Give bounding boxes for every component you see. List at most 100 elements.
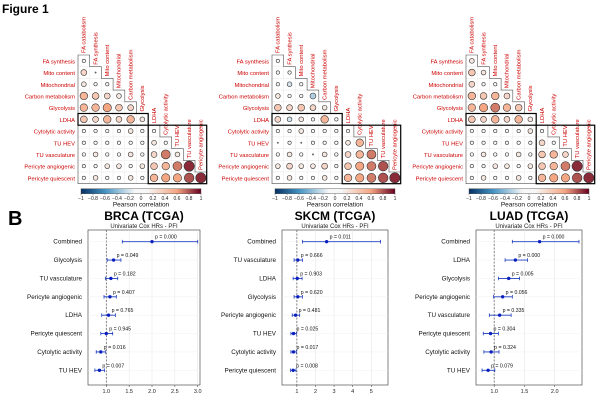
row-label: TU vasculature (424, 153, 463, 159)
correlation-circle (310, 140, 315, 145)
correlation-circle (127, 104, 134, 111)
correlation-circle (105, 140, 110, 145)
correlation-circle (322, 140, 327, 145)
colorbar-tick-label: −0.4 (500, 196, 510, 202)
correlation-circle (516, 140, 521, 145)
forest-row-label: Cytolytic activity (37, 349, 83, 356)
correlation-circle (287, 93, 292, 98)
column-label: Cytolytic activity (552, 94, 558, 135)
correlation-heatmaps: FA synthesis Mito content Mitochondrial Car… (24, 17, 596, 209)
forest-axes (281, 229, 389, 386)
row-label: FA synthesis (430, 59, 463, 65)
correlation-circle (81, 152, 86, 157)
colorbar-tick-label: 0.2 (344, 196, 351, 202)
heatmap-2: FA synthesis Mito content Mitochondrial Car… (218, 17, 402, 209)
row-label: Mito content (237, 71, 269, 77)
forest-axes (475, 229, 583, 386)
correlation-circle (469, 175, 474, 180)
correlation-circle (140, 175, 145, 180)
correlation-circle (140, 140, 145, 145)
forest-subtitle: Univariate Cox HRs - PFI (495, 224, 563, 230)
hazard-ratio-point (291, 368, 295, 372)
correlation-circle (150, 151, 158, 158)
correlation-circle (79, 91, 88, 101)
correlation-circle (527, 116, 534, 123)
correlation-circle (184, 172, 195, 183)
p-value-label: p = 0.182 (114, 271, 136, 277)
row-label: Mitochondrial (235, 83, 269, 89)
column-label: Mito content (105, 44, 111, 76)
correlation-circle (163, 140, 168, 145)
correlation-circle (298, 116, 304, 123)
column-label: Pericyte angiogenic (199, 119, 205, 170)
correlation-circle (320, 115, 329, 124)
correlation-circle (116, 163, 122, 169)
hazard-ratio-point (104, 331, 108, 336)
correlation-circle (79, 103, 88, 112)
correlation-circle (537, 173, 547, 182)
correlation-circle (127, 151, 134, 158)
hazard-ratio-point (486, 368, 490, 372)
correlation-circle (321, 104, 328, 111)
correlation-circle (172, 173, 182, 183)
p-value-label: p = 0.407 (113, 290, 135, 296)
correlation-circle (172, 161, 183, 171)
hazard-ratio-point (293, 313, 298, 317)
forest-row-label: Pericyte quiescent (225, 367, 277, 374)
correlation-circle (80, 69, 88, 76)
x-tick-label: 5 (370, 389, 373, 395)
correlation-circle (538, 150, 546, 159)
forest-subtitle: Univariate Cox HRs - PFI (301, 224, 369, 230)
correlation-circle (468, 115, 476, 124)
correlation-circle (516, 129, 521, 134)
forest-row-label: Pericyte angiogenic (221, 312, 276, 319)
p-value-label: p = 0.016 (104, 345, 126, 351)
row-label: Pericyte angiogenic (218, 165, 269, 171)
p-value-label: p = 0.304 (494, 327, 516, 333)
forest-row-label: Pericyte angiogenic (415, 294, 470, 301)
column-label: FA catabolism (470, 17, 476, 53)
column-label: TU vasculature (187, 119, 193, 158)
p-value-label: p = 0.000 (155, 235, 177, 241)
colorbar-tick-label: 0.2 (150, 196, 157, 202)
forest-row-label: LDHA (453, 257, 471, 264)
column-label: FA synthesis (93, 32, 99, 65)
x-tick-label: 1.5 (521, 389, 529, 395)
correlation-circle (286, 116, 293, 123)
x-tick-label: 1.5 (125, 389, 133, 395)
column-label: TU vasculature (381, 119, 387, 158)
correlation-circle (312, 153, 314, 156)
correlation-circle (105, 82, 110, 87)
forest-row-label: TU vasculature (234, 257, 277, 264)
correlation-circle (321, 151, 328, 158)
correlation-circle (334, 140, 339, 145)
correlation-circle (81, 129, 86, 134)
row-label: Mito content (431, 71, 463, 77)
correlation-circle (528, 152, 533, 157)
forest-row-label: Pericyte quiescent (419, 331, 471, 338)
column-label: FA synthesis (481, 32, 487, 65)
x-tick-label: 1 (295, 389, 298, 395)
correlation-circle (81, 81, 87, 87)
correlation-circle (493, 175, 498, 180)
colorbar-tick-label: −0.6 (294, 196, 304, 202)
correlation-circle (528, 140, 533, 145)
column-label: Mito content (299, 44, 305, 76)
correlation-circle (276, 141, 279, 144)
row-label: Cytolytic activity (228, 130, 269, 136)
correlation-circle (299, 152, 304, 157)
colorbar-label: Pearson correlation (307, 202, 364, 209)
correlation-circle (492, 163, 498, 169)
forest-plot-1: BRCA (TCGA)Univariate Cox HRs - PFI 1.0 1.… (27, 209, 202, 395)
correlation-circle (549, 173, 559, 183)
column-label: Glycolysis (334, 85, 340, 111)
colorbar-tick-label: −0.2 (512, 196, 522, 202)
x-tick-label: 1.0 (490, 389, 498, 395)
correlation-circle (469, 129, 474, 134)
correlation-circle (469, 164, 474, 169)
correlation-circle (116, 129, 121, 134)
row-label: TU HEV (54, 141, 75, 147)
x-tick-label: 3 (333, 389, 336, 395)
correlation-circle (275, 175, 280, 180)
correlation-circle (515, 175, 522, 181)
